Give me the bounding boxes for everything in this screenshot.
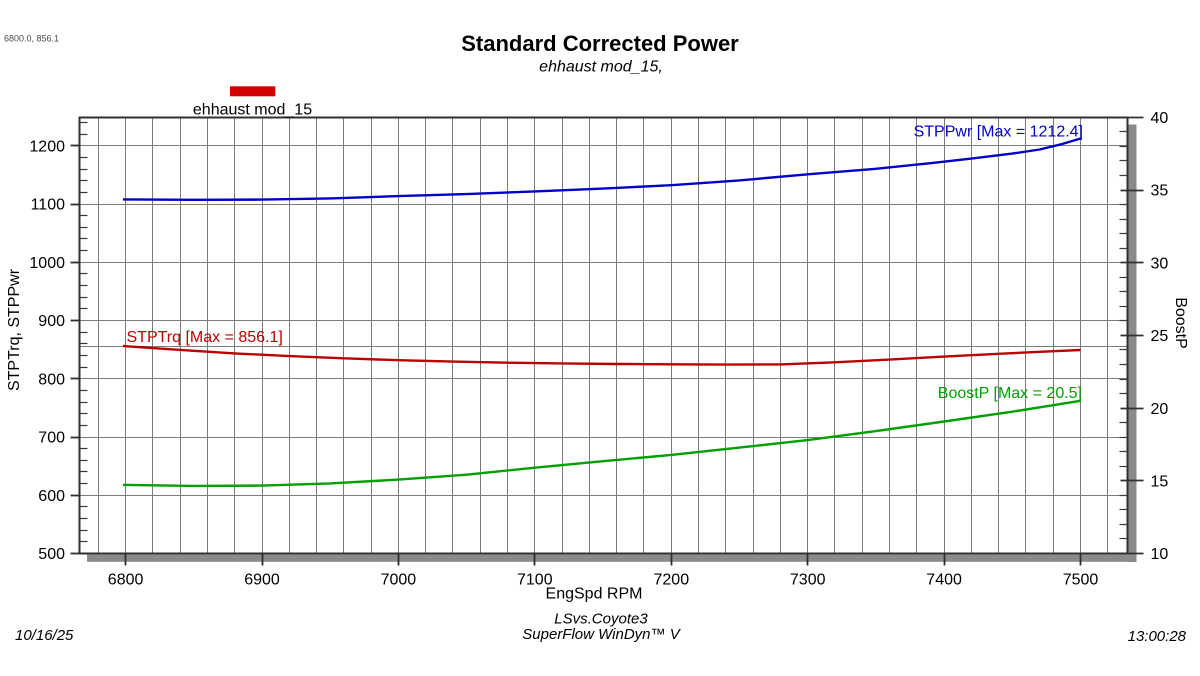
svg-text:6800.0, 856.1: 6800.0, 856.1 bbox=[4, 34, 59, 44]
svg-text:20: 20 bbox=[1151, 401, 1169, 418]
svg-text:40: 40 bbox=[1151, 110, 1169, 127]
svg-text:BoostP: BoostP bbox=[1172, 297, 1189, 349]
svg-text:7100: 7100 bbox=[517, 571, 553, 588]
svg-text:500: 500 bbox=[38, 546, 65, 563]
svg-text:Standard Corrected Power: Standard Corrected Power bbox=[461, 31, 739, 56]
svg-text:STPTrq [Max = 856.1]: STPTrq [Max = 856.1] bbox=[127, 329, 283, 346]
svg-text:BoostP [Max = 20.5]: BoostP [Max = 20.5] bbox=[938, 385, 1082, 402]
svg-text:1100: 1100 bbox=[31, 197, 66, 214]
svg-text:13:00:28: 13:00:28 bbox=[1128, 628, 1187, 645]
svg-text:30: 30 bbox=[1151, 255, 1169, 272]
svg-text:25: 25 bbox=[1151, 328, 1169, 345]
svg-text:800: 800 bbox=[38, 371, 65, 388]
svg-text:900: 900 bbox=[38, 313, 65, 330]
svg-text:700: 700 bbox=[38, 430, 65, 447]
svg-text:7300: 7300 bbox=[790, 571, 826, 588]
svg-text:10/16/25: 10/16/25 bbox=[15, 627, 74, 644]
svg-text:ehhaust mod_15: ehhaust mod_15 bbox=[193, 102, 312, 119]
svg-text:1000: 1000 bbox=[29, 255, 65, 272]
svg-text:7400: 7400 bbox=[926, 571, 962, 588]
svg-text:35: 35 bbox=[1151, 183, 1169, 200]
svg-text:10: 10 bbox=[1151, 546, 1169, 563]
svg-text:600: 600 bbox=[38, 488, 65, 505]
svg-text:1200: 1200 bbox=[29, 138, 65, 155]
svg-text:LSvs.Coyote3: LSvs.Coyote3 bbox=[554, 611, 648, 628]
svg-text:6800: 6800 bbox=[108, 571, 144, 588]
svg-text:7500: 7500 bbox=[1063, 571, 1099, 588]
svg-text:7000: 7000 bbox=[381, 571, 417, 588]
svg-text:7200: 7200 bbox=[654, 571, 690, 588]
svg-text:15: 15 bbox=[1151, 474, 1169, 491]
svg-text:ehhaust mod_15,: ehhaust mod_15, bbox=[539, 59, 663, 76]
svg-text:STPPwr [Max = 1212.4]: STPPwr [Max = 1212.4] bbox=[914, 124, 1083, 141]
svg-text:6900: 6900 bbox=[244, 571, 280, 588]
svg-text:SuperFlow WinDyn™ V: SuperFlow WinDyn™ V bbox=[522, 626, 681, 643]
svg-text:EngSpd RPM: EngSpd RPM bbox=[546, 586, 643, 603]
svg-text:STPTrq, STPPwr: STPTrq, STPPwr bbox=[6, 268, 23, 391]
